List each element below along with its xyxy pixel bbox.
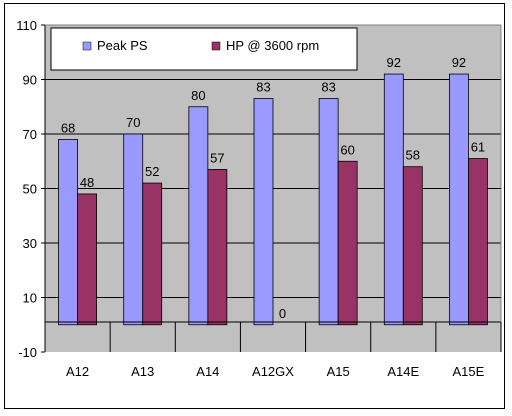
bar-peak-ps-a15 (318, 98, 339, 326)
y-tick-label: 70 (23, 127, 37, 142)
x-tick-label: A15E (453, 364, 485, 379)
legend-swatch-hp-3600 (211, 41, 221, 51)
bar-peak-ps-a14 (188, 106, 209, 326)
y-tick-label: 90 (23, 73, 37, 88)
data-label-hp-3600-a12: 48 (80, 175, 94, 190)
data-label-hp-3600-a15: 60 (340, 142, 354, 157)
bar-hp-3600-a15 (337, 160, 358, 326)
bar-hp-3600-a15e (468, 158, 488, 326)
data-label-peak-ps-a12gx: 83 (256, 80, 270, 95)
x-tick-label: A15 (327, 364, 350, 379)
bar-hp-3600-a12 (77, 193, 97, 326)
legend-swatch-peak-ps (82, 41, 92, 51)
bar-peak-ps-a12 (58, 139, 78, 326)
legend-label-peak-ps: Peak PS (97, 38, 148, 53)
data-label-hp-3600-a15e: 61 (471, 140, 485, 155)
data-label-hp-3600-a13: 52 (145, 164, 159, 179)
data-label-peak-ps-a15: 83 (321, 80, 335, 95)
data-label-peak-ps-a14e: 92 (387, 55, 401, 70)
y-tick-label: 30 (23, 236, 37, 251)
x-tick-label: A14E (387, 364, 419, 379)
x-tick-label: A14 (196, 364, 219, 379)
data-label-hp-3600-a14: 57 (210, 150, 224, 165)
y-tick-label: 110 (16, 18, 37, 33)
bar-hp-3600-a13 (142, 182, 163, 326)
legend-label-hp-3600: HP @ 3600 rpm (226, 38, 319, 53)
x-tick-label: A12GX (252, 364, 294, 379)
legend: Peak PS HP @ 3600 rpm (50, 27, 358, 71)
y-tick-label: -10 (18, 345, 37, 360)
bar-peak-ps-a14e (383, 73, 404, 326)
bar-hp-3600-a14e (402, 166, 423, 326)
data-label-hp-3600-a12gx: 0 (279, 306, 286, 321)
data-label-peak-ps-a15e: 92 (452, 55, 466, 70)
bar-peak-ps-a12gx (253, 98, 274, 326)
y-tick-label: 50 (23, 182, 37, 197)
legend-box (50, 27, 358, 71)
y-tick-label: 10 (23, 291, 37, 306)
bar-hp-3600-a14 (207, 169, 228, 326)
bar-peak-ps-a15e (449, 73, 469, 326)
bar-peak-ps-a13 (123, 133, 144, 326)
data-label-peak-ps-a13: 70 (126, 115, 140, 130)
x-tick-label: A12 (66, 364, 89, 379)
data-label-peak-ps-a14: 80 (191, 88, 205, 103)
data-label-hp-3600-a14e: 58 (406, 148, 420, 163)
data-label-peak-ps-a12: 68 (61, 120, 75, 135)
x-tick-label: A13 (131, 364, 154, 379)
